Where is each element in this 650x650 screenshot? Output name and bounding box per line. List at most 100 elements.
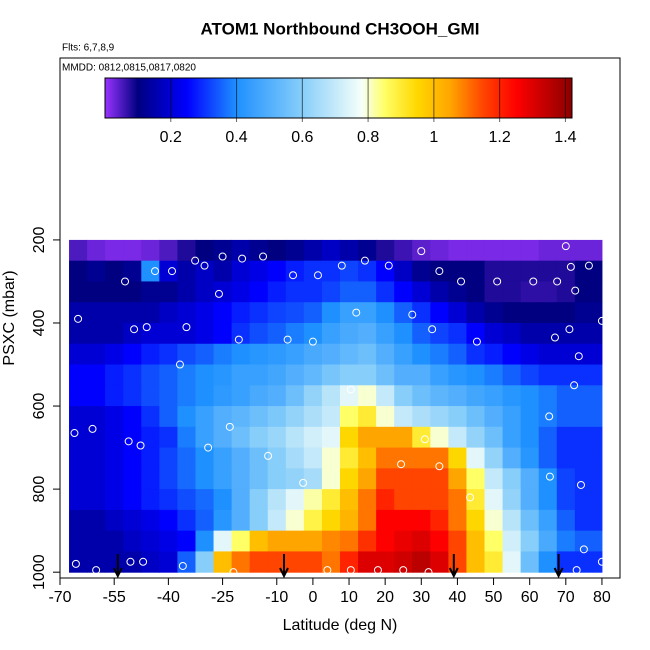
heatmap-cell <box>448 364 467 386</box>
heatmap-cell <box>105 509 124 532</box>
heatmap-cell <box>340 281 359 303</box>
observation-point <box>337 261 346 270</box>
heatmap-cell <box>285 364 305 386</box>
heatmap-cell <box>105 343 124 366</box>
heatmap-cell <box>87 406 106 428</box>
heatmap-cell <box>484 302 504 324</box>
heatmap-cell <box>574 406 594 428</box>
observation-point <box>435 462 444 471</box>
heatmap-cell <box>448 530 467 552</box>
heatmap-cell <box>321 426 341 449</box>
heatmap-cell <box>484 322 504 345</box>
heatmap-cell <box>412 447 431 469</box>
heatmap-cell <box>213 551 233 573</box>
heatmap-cell <box>340 426 359 449</box>
heatmap-cell <box>592 509 603 532</box>
heatmap-cell <box>448 426 467 449</box>
heatmap-cell <box>574 239 594 262</box>
heatmap-cell <box>249 509 269 532</box>
heatmap-cell <box>412 509 431 532</box>
observation-point <box>175 360 184 369</box>
observation-point <box>579 545 588 554</box>
heatmap-cell <box>394 489 413 511</box>
heatmap-cell <box>484 468 504 490</box>
observation-point <box>323 566 332 575</box>
heatmap-cell <box>105 239 124 262</box>
heatmap-cell <box>484 281 504 303</box>
observation-point <box>352 308 361 317</box>
heatmap-cell <box>358 447 377 469</box>
heatmap-cell <box>249 239 269 262</box>
heatmap-cell <box>69 343 88 366</box>
heatmap-cell <box>159 426 178 449</box>
heatmap-cell <box>105 406 124 428</box>
heatmap-cell <box>267 447 287 469</box>
heatmap-cell <box>159 551 178 573</box>
heatmap-cell <box>87 364 106 386</box>
heatmap-cell <box>502 239 522 262</box>
heatmap-cell <box>69 426 88 449</box>
heatmap-cell <box>123 551 142 573</box>
heatmap-cell <box>412 260 431 282</box>
observation-point <box>259 252 268 261</box>
heatmap-cell <box>520 260 540 282</box>
heatmap-cell <box>394 281 413 303</box>
annotation: MMDD: 0812,0815,0817,0820 <box>62 63 196 74</box>
heatmap-cell <box>538 406 558 428</box>
x-tick-label: 20 <box>376 589 394 606</box>
observation-point <box>178 561 187 570</box>
observation-point <box>553 277 562 286</box>
observation-point <box>457 277 466 286</box>
heatmap-cell <box>321 530 341 552</box>
heatmap-cell <box>592 447 603 469</box>
heatmap-cell <box>592 530 603 552</box>
heatmap-cell <box>105 364 124 386</box>
heatmap-cell <box>249 322 269 345</box>
heatmap-cell <box>448 322 467 345</box>
heatmap-cell <box>285 447 305 469</box>
heatmap-cell <box>267 302 287 324</box>
heatmap-cell <box>105 281 124 303</box>
observation-point <box>238 254 247 263</box>
heatmap-cell <box>141 239 160 262</box>
heatmap-cell <box>466 489 486 511</box>
heatmap-cell <box>249 530 269 552</box>
heatmap-cell <box>538 281 558 303</box>
heatmap-cell <box>321 343 341 366</box>
heatmap-cell <box>249 364 269 386</box>
heatmap-cell <box>159 530 178 552</box>
heatmap-cell <box>69 385 88 407</box>
heatmap-cell <box>249 468 269 490</box>
heatmap-cell <box>412 406 431 428</box>
heatmap-cell <box>520 364 540 386</box>
heatmap-cell <box>574 426 594 449</box>
x-tick-label: -55 <box>103 589 126 606</box>
heatmap-cell <box>340 260 359 282</box>
heatmap-cell <box>484 551 504 573</box>
heatmap-cell <box>394 302 413 324</box>
heatmap-cell <box>285 302 305 324</box>
arrow <box>112 554 123 579</box>
heatmap-cell <box>123 302 142 324</box>
arrow <box>279 554 289 579</box>
heatmap-cell <box>141 364 160 386</box>
heatmap-cell <box>556 343 576 366</box>
heatmap-cell <box>574 551 594 573</box>
heatmap-cell <box>303 406 323 428</box>
heatmap-cell <box>484 406 504 428</box>
observation-point <box>424 568 433 577</box>
heatmap-cell <box>195 530 215 552</box>
heatmap-cell <box>303 260 323 282</box>
heatmap-cell <box>430 468 449 490</box>
heatmap-cell <box>159 406 178 428</box>
heatmap-cell <box>303 489 323 511</box>
heatmap-cell <box>87 447 106 469</box>
heatmap-cell <box>69 489 88 511</box>
heatmap-cell <box>195 551 215 573</box>
heatmap-cell <box>502 426 522 449</box>
heatmap-cell <box>177 364 196 386</box>
heatmap-cell <box>394 509 413 532</box>
heatmap-cell <box>195 385 215 407</box>
heatmap-cell <box>520 281 540 303</box>
observation-point <box>139 557 148 566</box>
